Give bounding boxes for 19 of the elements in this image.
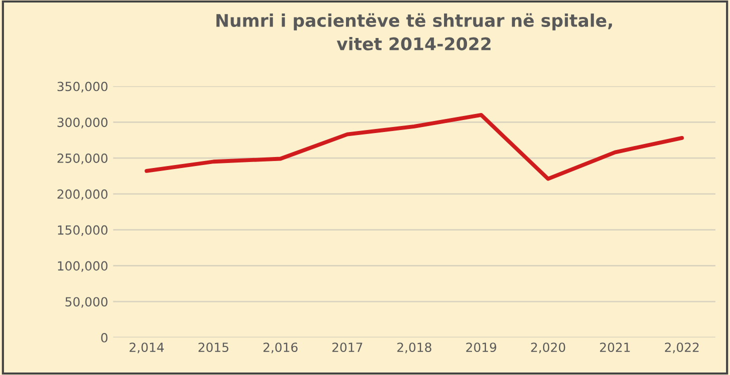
x-tick-label: 2,018 xyxy=(397,342,432,354)
x-tick-label: 2,014 xyxy=(130,342,164,354)
y-tick-label: 300,000 xyxy=(58,118,108,128)
x-tick-label: 2,020 xyxy=(531,342,566,354)
x-tick-label: 2,022 xyxy=(664,342,699,354)
x-tick-label: 2021 xyxy=(600,342,630,352)
y-tick-label: 100,000 xyxy=(58,261,108,272)
y-tick-label: 50,000 xyxy=(66,297,108,308)
x-tick-label: 2019 xyxy=(466,342,496,352)
line-series xyxy=(144,113,684,181)
x-tick-label: 2015 xyxy=(198,342,228,352)
y-tick-label: 350,000 xyxy=(58,82,108,92)
y-tick-label: 0 xyxy=(101,332,108,342)
y-tick-label: 200,000 xyxy=(58,189,108,200)
x-tick-label: 2017 xyxy=(332,342,362,352)
y-tick-label: 250,000 xyxy=(58,154,108,164)
x-tick-label: 2,016 xyxy=(263,342,298,354)
chart-title: Numri i pacientëve të shtruar në spitale, vitet 2014-2022 xyxy=(216,13,612,50)
y-tick-label: 150,000 xyxy=(58,225,108,236)
